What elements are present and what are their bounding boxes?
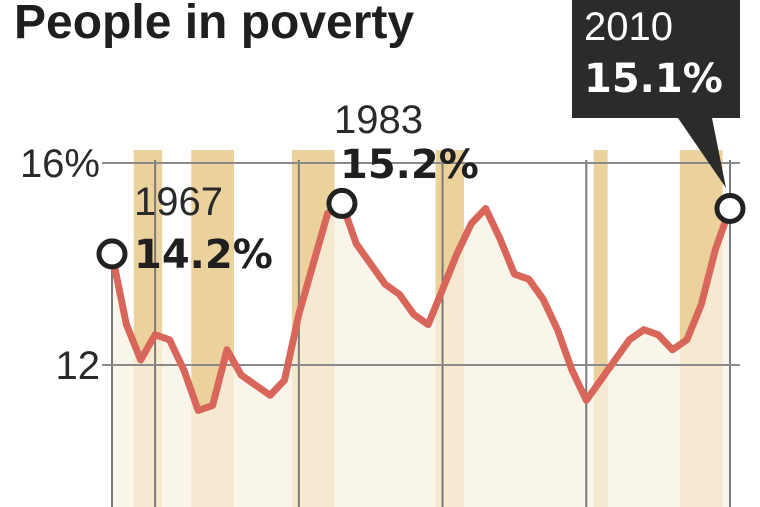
callout-box	[572, 0, 740, 188]
annotation-value-1967: 14.2%	[134, 232, 273, 278]
y-tick-label: 12	[56, 344, 101, 388]
annotation-year-1983: 1983	[334, 98, 423, 142]
y-gridlines: 16% 12	[20, 142, 740, 388]
poverty-line	[108, 199, 734, 414]
annotation-value-1983: 15.2%	[340, 142, 479, 188]
annotation-markers	[96, 187, 746, 270]
chart-title: People in poverty	[14, 0, 414, 49]
callout-value-label: 15.1%	[584, 56, 723, 102]
callout-year-label: 2010	[584, 5, 673, 49]
annotation-year-1967: 1967	[134, 180, 223, 224]
marker-2010	[714, 192, 746, 224]
marker-1983	[326, 187, 358, 219]
poverty-area	[112, 203, 730, 507]
marker-1967	[96, 238, 128, 270]
y-tick-label: 16%	[20, 142, 100, 186]
